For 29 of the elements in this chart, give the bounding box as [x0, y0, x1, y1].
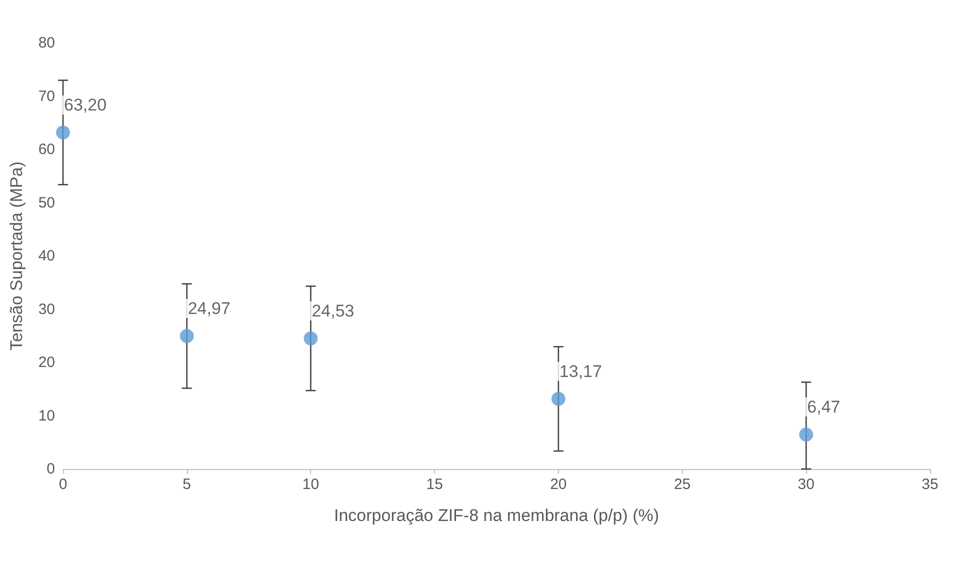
data-label: 13,17 [559, 362, 602, 381]
y-axis-title: Tensão Suportada (MPa) [7, 162, 26, 350]
y-tick-label: 40 [38, 248, 55, 264]
y-tick-label: 0 [46, 460, 55, 478]
x-tick-label: 5 [182, 476, 192, 493]
y-tick-label: 70 [38, 88, 55, 105]
data-label: 24,53 [312, 301, 354, 320]
point [551, 392, 566, 406]
x-tick-label: 30 [798, 476, 814, 493]
y-tick-label: 80 [38, 34, 55, 52]
data-label: 63,20 [64, 95, 107, 114]
x-tick-label: 15 [426, 476, 443, 493]
point [180, 329, 194, 344]
x-tick-label: 20 [550, 476, 567, 493]
x-axis-title: Incorporação ZIF-8 na membrana (p/p) (%) [334, 506, 660, 525]
point [304, 331, 318, 346]
x-tick-label: 25 [674, 476, 691, 493]
x-tick-label: 35 [922, 476, 938, 493]
y-tick-label: 50 [38, 194, 55, 212]
y-tick-label: 60 [38, 141, 55, 158]
point [799, 428, 814, 442]
y-tick-label: 20 [38, 354, 55, 371]
data-label: 6,47 [807, 398, 840, 417]
x-tick-label: 10 [302, 476, 320, 493]
y-tick-label: 30 [38, 300, 55, 318]
y-tick-label: 10 [38, 407, 55, 424]
x-tick-label: 0 [58, 476, 68, 493]
data-label: 24,97 [188, 299, 230, 318]
point [56, 125, 70, 140]
